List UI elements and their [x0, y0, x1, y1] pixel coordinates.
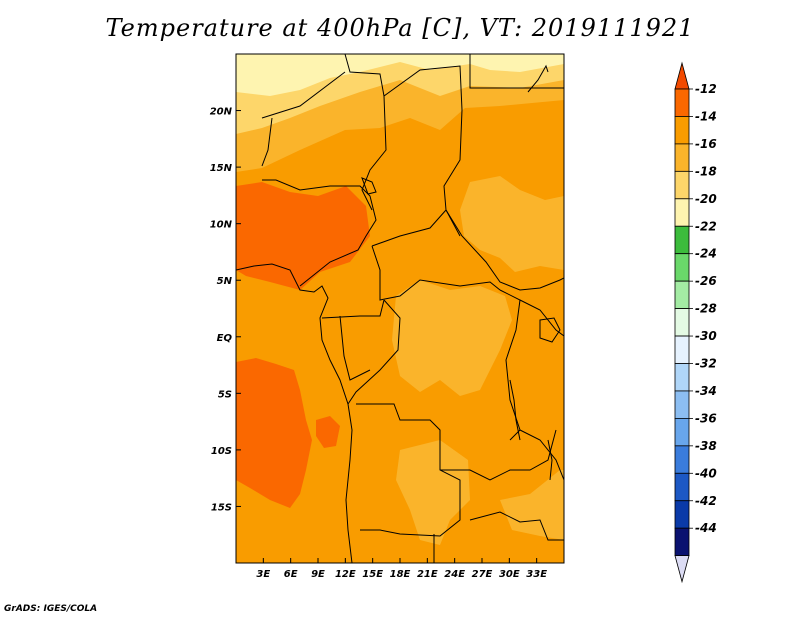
x-tick-label: 12E — [335, 569, 356, 580]
lake-tanganyika — [509, 379, 521, 441]
colorbar-label: -32 — [695, 357, 717, 371]
map-plot-area — [236, 54, 564, 563]
field-coastal-warm — [316, 416, 340, 448]
colorbar-box — [674, 445, 690, 474]
colorbar-box — [674, 363, 690, 392]
colorbar-box — [674, 116, 690, 145]
y-axis-ticks: 20N 15N 10N 5N EQ 5S 10S 15S — [210, 107, 241, 513]
field-nigeria-warm — [236, 182, 370, 290]
y-tick-label: 10S — [211, 446, 232, 457]
colorbar-bottom-triangle — [674, 555, 690, 584]
x-tick-label: 21E — [417, 569, 438, 580]
colorbar-box — [674, 308, 690, 337]
lake-malawi — [547, 439, 553, 481]
border-congo-drc — [347, 299, 401, 405]
colorbar-box — [674, 280, 690, 309]
lake-victoria — [539, 317, 561, 343]
lake-chad — [361, 177, 377, 195]
border-algeria-libya — [344, 54, 385, 97]
colorbar-label: -42 — [695, 494, 717, 508]
colorbar-box — [674, 500, 690, 529]
x-tick-label: 9E — [311, 569, 325, 580]
border-niger-chad — [361, 95, 387, 211]
colorbar-label: -18 — [695, 164, 717, 178]
border-car — [371, 209, 501, 301]
colorbar-box — [674, 225, 690, 255]
country-borders — [236, 54, 564, 563]
colorbar-label: -22 — [695, 219, 717, 233]
field-se-cool — [500, 470, 564, 540]
y-tick-label: 5N — [217, 276, 233, 287]
map-title: Temperature at 400hPa [C], VT: 201911192… — [105, 14, 695, 42]
y-tick-label: 15S — [211, 502, 232, 513]
y-tick-label: 10N — [210, 220, 233, 231]
colorbar-label: -12 — [695, 82, 717, 96]
x-tick-label: 18E — [390, 569, 411, 580]
colorbar-box — [674, 143, 690, 172]
x-tick-label: 15E — [362, 569, 383, 580]
colorbar-label: -30 — [695, 329, 717, 343]
field-east-cool — [460, 176, 564, 272]
border-chad-sudan — [383, 65, 463, 237]
y-tick-label: 15N — [210, 163, 233, 174]
border-east-africa — [519, 299, 564, 481]
colorbar-box — [674, 472, 690, 502]
colorbar-label: -34 — [695, 384, 717, 398]
colorbar-box — [674, 170, 690, 200]
border-angola — [356, 403, 461, 537]
colorbar-box — [674, 88, 690, 117]
border-libya-egypt — [469, 54, 564, 89]
red-sea-coast — [527, 64, 549, 93]
x-tick-label: 33E — [526, 569, 547, 580]
colorbar: -12 -14 -16 -18 -20 -22 -24 -26 -28 -30 -32 -34 -36 -… — [674, 61, 717, 584]
border-nigeria — [262, 179, 377, 287]
x-tick-label: 27E — [472, 569, 493, 580]
x-tick-label: 24E — [444, 569, 465, 580]
colorbar-label: -14 — [695, 109, 717, 123]
y-tick-label: 5S — [218, 389, 232, 400]
colorbar-box — [674, 335, 690, 364]
y-tick-label: 20N — [210, 107, 233, 118]
x-tick-label: 3E — [256, 569, 270, 580]
border-south-sudan — [445, 209, 564, 291]
colorbar-box — [674, 253, 690, 282]
field-congo-cool — [392, 280, 512, 396]
colorbar-label: -38 — [695, 439, 717, 453]
x-axis-ticks: 3E 6E 9E 12E 15E 18E 21E 24E 27E 30E 33E — [256, 558, 547, 580]
colorbar-label: -44 — [695, 521, 717, 535]
colorbar-label: -24 — [695, 247, 717, 261]
colorbar-top-triangle — [674, 61, 690, 90]
field-south-cool — [396, 440, 470, 545]
colorbar-label: -40 — [695, 466, 717, 480]
field-ne-coolest — [470, 54, 564, 72]
grads-credit: GrADS: IGES/COLA — [4, 604, 98, 614]
colorbar-label: -16 — [695, 137, 717, 151]
field-atlantic-warm — [236, 358, 312, 508]
border-mali-niger — [261, 71, 346, 167]
colorbar-label: -36 — [695, 411, 717, 425]
colorbar-box — [674, 390, 690, 419]
border-cameroon-gabon — [321, 299, 385, 381]
y-tick-label: EQ — [217, 333, 233, 344]
coastline-west-africa — [236, 263, 353, 563]
colorbar-label: -26 — [695, 274, 717, 288]
colorbar-box — [674, 417, 690, 447]
colorbar-label: -28 — [695, 302, 717, 316]
colorbar-label: -20 — [695, 192, 717, 206]
colorbar-box — [674, 527, 690, 557]
border-zambia — [440, 429, 557, 481]
border-namibia-botswana — [433, 511, 564, 563]
field-north-coolest — [236, 54, 470, 96]
x-tick-label: 30E — [499, 569, 520, 580]
x-tick-label: 6E — [284, 569, 298, 580]
colorbar-box — [674, 198, 690, 227]
